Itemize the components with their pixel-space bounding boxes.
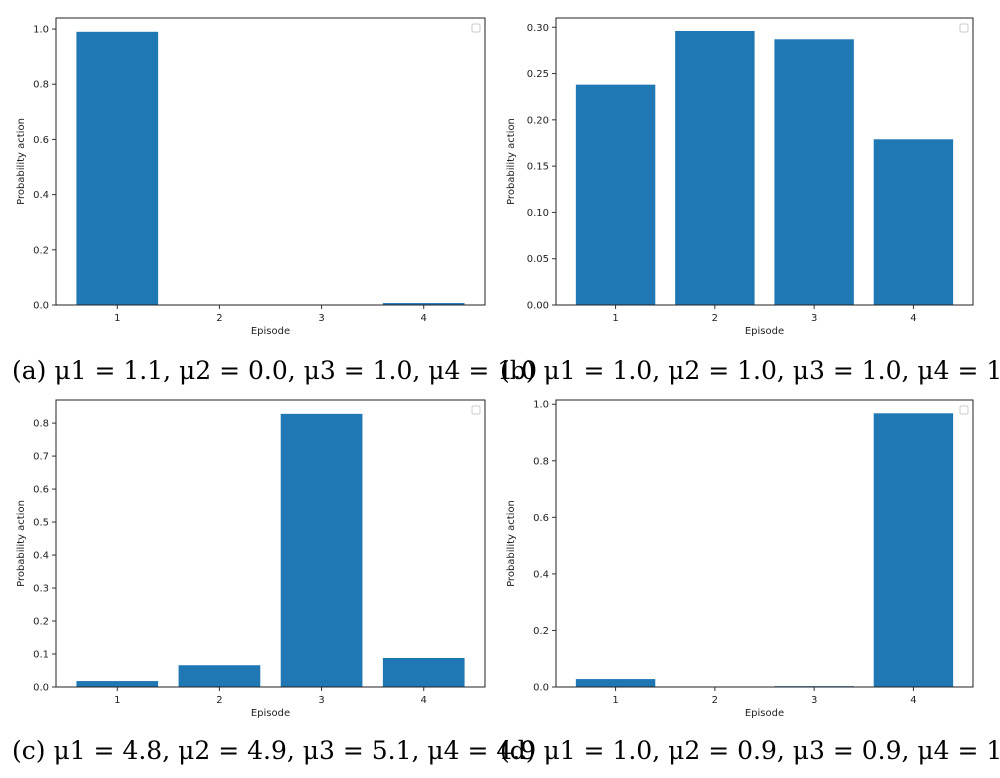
x-tick-label: 1 [612, 695, 618, 706]
subplot-b: 1 2 3 4 0.00 0.05 0.10 0.15 0.20 0.25 0.30 Episode P… [506, 17, 974, 337]
y-axis-label: Probability action [16, 500, 27, 587]
y-tick-label: 0.8 [33, 80, 49, 91]
subplot-a: 1 2 3 4 0.0 0.2 0.4 0.6 0.8 1.0 Episode Probability… [16, 17, 486, 337]
x-tick-label: 4 [910, 313, 916, 324]
x-axis-label: Episode [745, 708, 784, 719]
y-axis-label: Probability action [506, 500, 517, 587]
x-tick-label: 3 [318, 695, 324, 706]
y-tick-label: 0.6 [33, 135, 49, 146]
y-tick-label: 0.4 [533, 569, 549, 580]
y-tick-label: 0.1 [33, 650, 49, 661]
legend-box [471, 23, 481, 33]
y-tick-label: 0.30 [527, 23, 549, 34]
y-tick-label: 1.0 [533, 400, 549, 411]
caption-b: (b) μ1 = 1.0, μ2 = 1.0, μ3 = 1.0, μ4 = 1… [500, 356, 1000, 385]
x-tick-label: 4 [421, 695, 427, 706]
axes-frame [55, 17, 486, 306]
axes-frame [555, 399, 974, 688]
bar-1 [575, 84, 656, 305]
y-tick-label: 0.00 [527, 301, 549, 312]
y-tick-label: 0.05 [527, 254, 549, 265]
subplot-d: 1 2 3 4 0.0 0.2 0.4 0.6 0.8 1.0 Episode Probability… [506, 399, 974, 719]
y-tick-label: 0.2 [33, 245, 49, 256]
y-tick-label: 0.2 [533, 626, 549, 637]
y-tick-label: 0.3 [33, 584, 49, 595]
y-tick-label: 0.25 [527, 69, 549, 80]
legend-box [959, 23, 969, 33]
bar-4 [382, 657, 465, 687]
y-tick-label: 0.4 [33, 190, 49, 201]
bar-4 [382, 303, 465, 305]
y-axis-label: Probability action [506, 118, 517, 205]
y-tick-label: 0.5 [33, 518, 49, 529]
y-tick-label: 0.15 [527, 162, 549, 173]
x-tick-label: 1 [612, 313, 618, 324]
axes-frame [55, 399, 486, 688]
subplot-c: 1 2 3 4 0.0 0.1 0.2 0.3 0.4 0.5 0.6 0.7 0.8 Episode Pr… [16, 399, 486, 719]
y-tick-label: 0.2 [33, 617, 49, 628]
x-tick-label: 2 [712, 695, 718, 706]
x-tick-label: 3 [318, 313, 324, 324]
x-tick-label: 4 [910, 695, 916, 706]
x-axis-label: Episode [745, 326, 784, 337]
x-tick-label: 2 [712, 313, 718, 324]
x-axis-label: Episode [251, 708, 290, 719]
bar-3 [280, 413, 363, 687]
y-tick-label: 0.20 [527, 115, 549, 126]
caption-c: (c) μ1 = 4.8, μ2 = 4.9, μ3 = 5.1, μ4 = 4… [12, 736, 537, 765]
y-tick-label: 0.10 [527, 208, 549, 219]
bar-1 [76, 681, 159, 687]
x-tick-label: 1 [114, 695, 120, 706]
y-tick-label: 0.6 [533, 513, 549, 524]
y-tick-label: 0.8 [33, 419, 49, 430]
bar-4 [873, 139, 954, 305]
bar-1 [76, 31, 159, 306]
bar-3 [774, 39, 854, 305]
x-axis-label: Episode [251, 326, 290, 337]
x-tick-label: 1 [114, 313, 120, 324]
x-tick-label: 2 [216, 695, 222, 706]
y-tick-label: 0.6 [33, 485, 49, 496]
y-tick-label: 0.7 [33, 452, 49, 463]
y-tick-label: 0.0 [33, 683, 49, 694]
legend-box [959, 405, 969, 415]
x-tick-label: 3 [811, 695, 817, 706]
bar-2 [675, 30, 755, 305]
x-tick-label: 2 [216, 313, 222, 324]
bar-1 [575, 679, 656, 687]
y-tick-label: 1.0 [33, 25, 49, 36]
y-tick-label: 0.0 [33, 301, 49, 312]
legend-box [471, 405, 481, 415]
y-tick-label: 0.0 [533, 683, 549, 694]
caption-a: (a) μ1 = 1.1, μ2 = 0.0, μ3 = 1.0, μ4 = 1… [12, 356, 538, 385]
x-tick-label: 3 [811, 313, 817, 324]
y-axis-label: Probability action [16, 118, 27, 205]
axes-frame [555, 17, 974, 306]
bar-2 [178, 665, 261, 687]
x-tick-label: 4 [421, 313, 427, 324]
caption-d: (d) μ1 = 1.0, μ2 = 0.9, μ3 = 0.9, μ4 = 1… [500, 736, 1000, 765]
bar-4 [873, 413, 954, 687]
y-tick-label: 0.8 [533, 456, 549, 467]
y-tick-label: 0.4 [33, 551, 49, 562]
